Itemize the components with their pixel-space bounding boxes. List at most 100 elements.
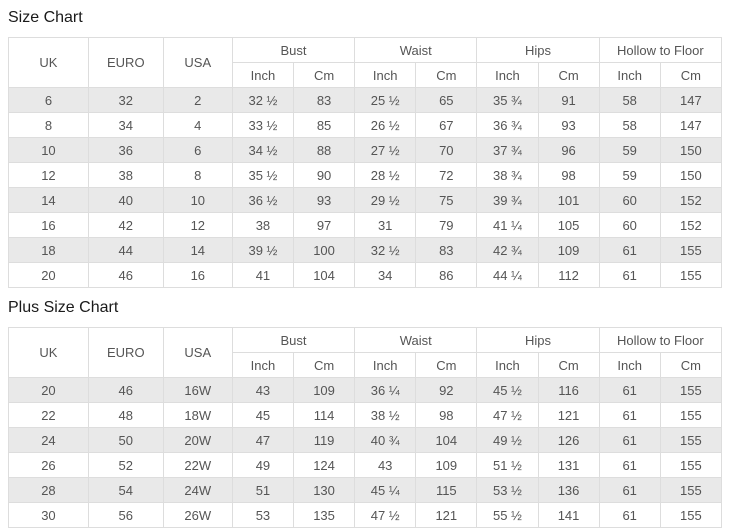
table-cell: 61 bbox=[598, 262, 661, 288]
table-row: 26 52 22W 49 124 43 109 51 ½ 131 61 155 bbox=[8, 452, 723, 478]
table-row: 20 46 16 41 104 34 86 44 ¼ 112 61 155 bbox=[8, 262, 723, 288]
table-cell: 10 bbox=[162, 187, 233, 213]
unit-header: Inch bbox=[354, 352, 417, 378]
table-cell: 47 bbox=[231, 427, 295, 453]
table-cell: 6 bbox=[8, 87, 89, 113]
unit-header: Cm bbox=[537, 352, 600, 378]
table-cell: 155 bbox=[659, 377, 723, 403]
table-cell: 45 ½ bbox=[476, 377, 539, 403]
table-cell: 46 bbox=[87, 377, 164, 403]
table-cell: 14 bbox=[162, 237, 233, 263]
table-cell: 150 bbox=[659, 162, 723, 188]
table-cell: 61 bbox=[598, 452, 661, 478]
table-cell: 33 ½ bbox=[231, 112, 295, 138]
table-cell: 121 bbox=[537, 402, 600, 428]
table-cell: 32 ½ bbox=[354, 237, 417, 263]
table-cell: 26 ½ bbox=[354, 112, 417, 138]
table-row: 24 50 20W 47 119 40 ¾ 104 49 ½ 126 61 155 bbox=[8, 427, 723, 453]
table-cell: 105 bbox=[537, 212, 600, 238]
unit-header: Cm bbox=[292, 62, 356, 88]
table-cell: 14 bbox=[8, 187, 89, 213]
table-cell: 18W bbox=[162, 402, 233, 428]
table-cell: 92 bbox=[415, 377, 478, 403]
table-cell: 20W bbox=[162, 427, 233, 453]
table-cell: 83 bbox=[415, 237, 478, 263]
table-cell: 50 bbox=[87, 427, 164, 453]
table-cell: 29 ½ bbox=[354, 187, 417, 213]
table-cell: 18 bbox=[8, 237, 89, 263]
table-cell: 37 ¾ bbox=[476, 137, 539, 163]
table-cell: 109 bbox=[537, 237, 600, 263]
column-header: Hips bbox=[476, 327, 600, 353]
table-cell: 12 bbox=[8, 162, 89, 188]
plus-size-chart-section: Plus Size Chart UK EURO USA Bust Waist Hips Ho… bbox=[8, 298, 723, 528]
table-cell: 155 bbox=[659, 452, 723, 478]
table-cell: 51 ½ bbox=[476, 452, 539, 478]
table-cell: 38 bbox=[87, 162, 164, 188]
table-cell: 4 bbox=[162, 112, 233, 138]
table-cell: 96 bbox=[537, 137, 600, 163]
table-cell: 61 bbox=[598, 237, 661, 263]
table-cell: 61 bbox=[598, 402, 661, 428]
size-chart-table: UK EURO USA Bust Waist Hips Hollow to Floor Inc… bbox=[8, 37, 723, 288]
table-cell: 30 bbox=[8, 502, 89, 528]
table-cell: 58 bbox=[598, 112, 661, 138]
table-cell: 85 bbox=[292, 112, 356, 138]
table-cell: 8 bbox=[162, 162, 233, 188]
table-cell: 40 ¾ bbox=[354, 427, 417, 453]
column-header: Bust bbox=[231, 37, 356, 63]
unit-header: Cm bbox=[537, 62, 600, 88]
table-cell: 61 bbox=[598, 427, 661, 453]
header-group-row: UK EURO USA Bust Waist Hips Hollow to Floor bbox=[8, 327, 723, 378]
table-cell: 126 bbox=[537, 427, 600, 453]
table-row: 14 40 10 36 ½ 93 29 ½ 75 39 ¾ 101 60 152 bbox=[8, 187, 723, 213]
table-cell: 155 bbox=[659, 262, 723, 288]
table-cell: 93 bbox=[292, 187, 356, 213]
column-header: Waist bbox=[354, 327, 478, 353]
table-row: 28 54 24W 51 130 45 ¼ 115 53 ½ 136 61 155 bbox=[8, 477, 723, 503]
table-cell: 88 bbox=[292, 137, 356, 163]
table-cell: 98 bbox=[415, 402, 478, 428]
table-cell: 32 bbox=[87, 87, 164, 113]
table-cell: 45 bbox=[231, 402, 295, 428]
column-header: USA bbox=[162, 327, 233, 378]
table-cell: 141 bbox=[537, 502, 600, 528]
column-header: USA bbox=[162, 37, 233, 88]
table-cell: 131 bbox=[537, 452, 600, 478]
table-cell: 98 bbox=[537, 162, 600, 188]
table-row: 20 46 16W 43 109 36 ¼ 92 45 ½ 116 61 155 bbox=[8, 377, 723, 403]
table-cell: 56 bbox=[87, 502, 164, 528]
table-cell: 124 bbox=[292, 452, 356, 478]
table-cell: 152 bbox=[659, 187, 723, 213]
table-cell: 121 bbox=[415, 502, 478, 528]
table-cell: 36 ½ bbox=[231, 187, 295, 213]
table-cell: 155 bbox=[659, 237, 723, 263]
column-header: EURO bbox=[87, 37, 164, 88]
table-cell: 42 ¾ bbox=[476, 237, 539, 263]
unit-header: Cm bbox=[415, 62, 478, 88]
table-cell: 32 ½ bbox=[231, 87, 295, 113]
table-cell: 48 bbox=[87, 402, 164, 428]
table-cell: 97 bbox=[292, 212, 356, 238]
table-cell: 41 ¼ bbox=[476, 212, 539, 238]
table-cell: 152 bbox=[659, 212, 723, 238]
table-cell: 93 bbox=[537, 112, 600, 138]
table-cell: 61 bbox=[598, 502, 661, 528]
table-cell: 100 bbox=[292, 237, 356, 263]
table-cell: 147 bbox=[659, 87, 723, 113]
unit-header: Inch bbox=[231, 352, 295, 378]
table-cell: 26 bbox=[8, 452, 89, 478]
column-header: Bust bbox=[231, 327, 356, 353]
table-cell: 49 bbox=[231, 452, 295, 478]
table-cell: 104 bbox=[415, 427, 478, 453]
table-cell: 67 bbox=[415, 112, 478, 138]
table-cell: 59 bbox=[598, 162, 661, 188]
table-cell: 130 bbox=[292, 477, 356, 503]
table-cell: 147 bbox=[659, 112, 723, 138]
column-header: Hollow to Floor bbox=[598, 37, 723, 63]
table-cell: 28 ½ bbox=[354, 162, 417, 188]
table-cell: 58 bbox=[598, 87, 661, 113]
table-cell: 12 bbox=[162, 212, 233, 238]
unit-header: Cm bbox=[415, 352, 478, 378]
table-row: 8 34 4 33 ½ 85 26 ½ 67 36 ¾ 93 58 147 bbox=[8, 112, 723, 138]
